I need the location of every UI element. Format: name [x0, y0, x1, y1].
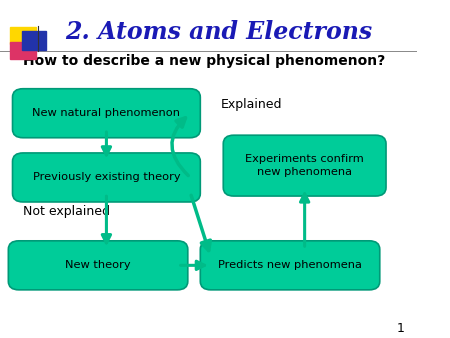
Text: Not explained: Not explained [23, 205, 110, 218]
Text: How to describe a new physical phenomenon?: How to describe a new physical phenomeno… [23, 54, 385, 68]
Bar [10, 42, 36, 59]
Bar [10, 27, 36, 44]
Text: 1: 1 [397, 322, 405, 335]
Bar [22, 31, 46, 50]
FancyArrowPatch shape [172, 118, 188, 175]
Text: New theory: New theory [65, 260, 131, 270]
Text: 2. Atoms and Electrons: 2. Atoms and Electrons [65, 20, 372, 44]
Text: New natural phenomenon: New natural phenomenon [32, 108, 180, 118]
FancyBboxPatch shape [13, 153, 200, 202]
FancyBboxPatch shape [13, 89, 200, 138]
FancyBboxPatch shape [9, 241, 188, 290]
Text: Experiments confirm
new phenomena: Experiments confirm new phenomena [245, 154, 364, 177]
FancyBboxPatch shape [200, 241, 380, 290]
FancyBboxPatch shape [223, 135, 386, 196]
Text: Previously existing theory: Previously existing theory [32, 172, 180, 183]
Text: Explained: Explained [221, 98, 283, 111]
Text: Predicts new phenomena: Predicts new phenomena [218, 260, 362, 270]
